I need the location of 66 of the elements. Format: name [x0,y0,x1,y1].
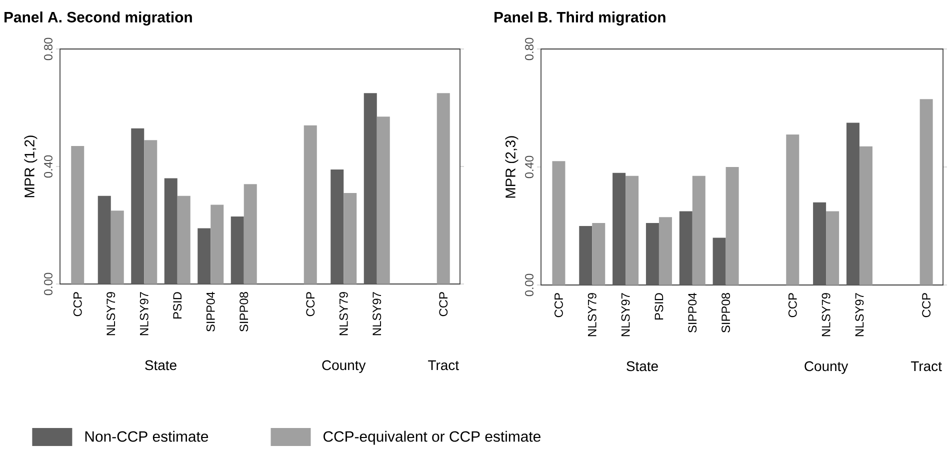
chart-title: Panel B. Third migration [494,12,666,26]
bar [813,202,826,285]
x-tick-label: NLSY79 [106,292,116,336]
x-tick-label: CCP [922,293,931,318]
bar [859,146,872,285]
bar [198,228,211,284]
x-tick-label: CCP [306,292,315,316]
text: Tract [428,360,459,370]
x-tick-label: SIPP08 [240,292,248,332]
bar [658,217,672,285]
bar [110,210,124,284]
x-tick-label: PSID [654,293,664,320]
y-tick-label: 0.80 [525,38,534,60]
bar [826,211,840,285]
x-tick-label: CCP [788,293,797,318]
text: County [322,360,366,373]
bar [177,196,190,284]
x-tick-label: CCP [554,293,563,318]
chart-title: Panel A. Second migration [4,12,192,26]
bar [98,196,111,284]
text: Tract [910,361,942,372]
bar [579,226,592,285]
bar [846,122,860,285]
bar [612,172,626,285]
bar [330,169,344,284]
x-tick-label: SIPP04 [688,292,697,333]
y-tick-label: 0.40 [44,155,52,178]
x-tick-label: PSID [173,292,182,318]
x-tick-label: SIPP04 [206,292,215,332]
text: State [145,360,176,370]
y-tick-label: 0.80 [44,38,52,60]
text: County [804,361,848,374]
bar [244,184,257,284]
bar [712,238,726,285]
x-tick-label: NLSY79 [588,293,596,336]
x-tick-label: CCP [73,292,82,316]
bar [230,216,244,284]
x-tick-label: NLSY79 [339,292,348,336]
legend-label: CCP-equivalent or CCP estimate [324,430,540,445]
x-tick-label: NLSY97 [372,292,382,336]
bar [679,211,692,285]
bar [726,167,739,285]
bar [210,204,224,284]
x-tick-label: NLSY79 [822,293,830,336]
bar [364,93,377,284]
bar [376,116,390,284]
y-axis-title: MPR (1,2) [24,136,38,198]
y-tick-label: 0.40 [525,156,534,178]
y-axis-title: MPR (2,3) [505,136,518,198]
bar [692,176,706,285]
x-tick-label: NLSY97 [140,292,148,336]
x-tick-label: NLSY97 [855,293,864,336]
bar [344,192,357,284]
bar [164,178,178,284]
x-tick-label: SIPP08 [722,293,730,333]
legend-label: Non-CCP estimate [85,430,208,442]
x-tick-label: CCP [439,292,448,316]
bar [131,128,144,284]
y-tick-label: 0.00 [525,274,534,296]
bar [592,223,606,285]
x-tick-label: NLSY97 [621,293,630,336]
text: State [626,361,658,372]
bar [626,176,639,285]
bar [144,140,158,284]
bar [646,223,659,285]
y-tick-label: 0.00 [44,272,52,296]
